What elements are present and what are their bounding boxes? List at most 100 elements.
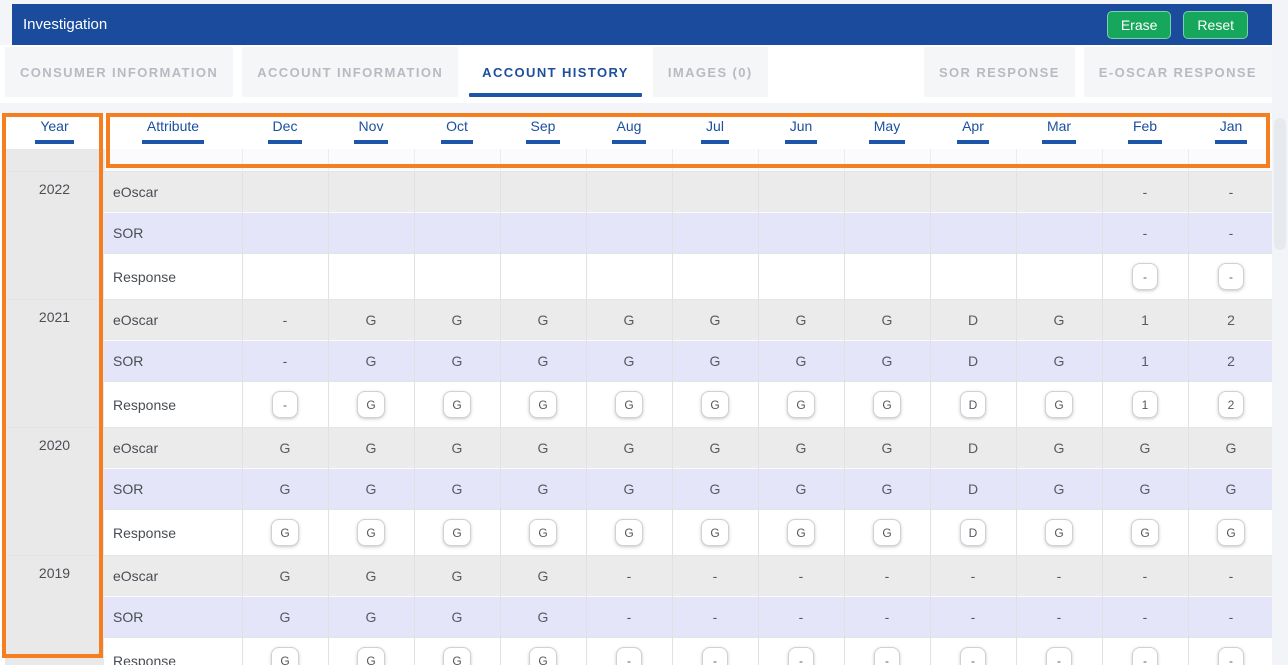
response-button-2021-jan[interactable]: 2 [1218,391,1244,418]
value-cell-2019-eoscar-jun: - [758,555,845,597]
response-button-2020-feb[interactable]: G [1131,519,1159,546]
response-button-2021-aug[interactable]: G [615,391,643,418]
column-header-attribute: Attribute [104,113,242,149]
response-button-2021-nov[interactable]: G [357,391,385,418]
value-cell-2020-eoscar-aug: G [586,427,673,469]
value-cell-2021-sor-oct: G [414,340,501,382]
response-button-2019-jun[interactable]: - [788,647,814,665]
year-cell-2021: 2021 [5,299,104,428]
tab-account-information[interactable]: ACCOUNT INFORMATION [242,47,459,97]
column-header-label-jul[interactable]: Jul [701,118,729,144]
value-cell-2020-sor-sep: G [500,468,587,510]
value-cell-2021-response-sep: G [500,381,587,428]
attribute-label-eoscar: eOscar [104,171,243,213]
header-spacer-cell [1102,149,1189,172]
response-button-2021-jun[interactable]: G [787,391,815,418]
value-cell-2022-eoscar-apr [930,171,1017,213]
column-header-label-apr[interactable]: Apr [957,118,989,144]
value-cell-2022-sor-sep [500,212,587,254]
response-button-2019-feb[interactable]: - [1132,647,1158,665]
table-row-2019-response: Response G G G G - - - - - - - - [5,637,1275,665]
response-button-2020-jul[interactable]: G [701,519,729,546]
response-button-2019-jul[interactable]: - [702,647,728,665]
response-button-2019-dec[interactable]: G [271,647,299,665]
response-button-2020-may[interactable]: G [873,519,901,546]
value-cell-2022-sor-mar [1016,212,1103,254]
scrollbar-thumb[interactable] [1274,118,1286,250]
response-button-2021-dec[interactable]: - [272,391,298,418]
value-cell-2021-response-jul: G [672,381,759,428]
response-button-2019-may[interactable]: - [874,647,900,665]
value-cell-2020-eoscar-mar: G [1016,427,1103,469]
response-button-2020-aug[interactable]: G [615,519,643,546]
column-header-label-feb[interactable]: Feb [1127,118,1163,144]
value-cell-2019-sor-nov: G [328,596,415,638]
header-spacer-cell [930,149,1017,172]
value-cell-2019-response-may: - [844,637,931,665]
response-button-2020-jun[interactable]: G [787,519,815,546]
column-header-label-jun[interactable]: Jun [784,118,818,144]
response-button-2020-nov[interactable]: G [357,519,385,546]
response-button-2019-jan[interactable]: - [1218,647,1244,665]
tab-consumer-information[interactable]: CONSUMER INFORMATION [5,47,234,97]
column-header-label-nov[interactable]: Nov [353,118,389,144]
response-button-2020-sep[interactable]: G [529,519,557,546]
response-button-2019-nov[interactable]: G [357,647,385,665]
response-button-2019-apr[interactable]: - [960,647,986,665]
value-cell-2019-sor-dec: G [242,596,329,638]
response-button-2021-apr[interactable]: D [959,391,987,418]
response-button-2020-jan[interactable]: G [1217,519,1245,546]
response-button-2019-sep[interactable]: G [529,647,557,665]
tab-account-history[interactable]: ACCOUNT HISTORY [467,47,644,97]
value-cell-2022-sor-jan: - [1188,212,1275,254]
column-header-label-jan[interactable]: Jan [1214,118,1248,144]
column-header-label-mar[interactable]: Mar [1041,118,1077,144]
tab-images-0[interactable]: IMAGES (0) [652,47,768,97]
response-button-2019-mar[interactable]: - [1046,647,1072,665]
year-header-label[interactable]: Year [35,118,74,144]
table-row-2019-eoscar: 2019 eOscar G G G G - - - - - - - - [5,555,1275,665]
column-header-label-sep[interactable]: Sep [525,118,561,144]
table-row-2019-sor: SOR G G G G - - - - - - - - [5,596,1275,638]
response-button-2021-oct[interactable]: G [443,391,471,418]
attribute-label-eoscar: eOscar [104,299,243,341]
value-cell-2021-response-oct: G [414,381,501,428]
table-row-2022-eoscar: 2022 eOscar - - [5,171,1275,300]
erase-button[interactable]: Erase [1106,10,1172,39]
response-button-2021-jul[interactable]: G [701,391,729,418]
response-button-2021-mar[interactable]: G [1045,391,1073,418]
column-header-label-dec[interactable]: Dec [267,118,303,144]
response-button-2022-feb[interactable]: - [1132,263,1158,290]
response-button-2020-dec[interactable]: G [271,519,299,546]
value-cell-2021-sor-jun: G [758,340,845,382]
column-header-label-may[interactable]: May [868,118,906,144]
column-header-dec: Dec [242,113,328,149]
value-cell-2020-response-oct: G [414,509,501,556]
response-button-2021-sep[interactable]: G [529,391,557,418]
value-cell-2021-response-apr: D [930,381,1017,428]
response-button-2020-apr[interactable]: D [959,519,987,546]
tab-sor-response[interactable]: SOR RESPONSE [923,47,1075,97]
response-button-2021-may[interactable]: G [873,391,901,418]
value-cell-2022-eoscar-jun [758,171,845,213]
reset-button[interactable]: Reset [1183,10,1248,39]
value-cell-2020-sor-dec: G [242,468,329,510]
response-button-2019-aug[interactable]: - [616,647,642,665]
value-cell-2022-response-jul [672,253,759,300]
tab-e-oscar-response[interactable]: E-OSCAR RESPONSE [1083,47,1272,97]
value-cell-2021-eoscar-feb: 1 [1102,299,1189,341]
header-spacer-cell [1016,149,1103,172]
table-row-2021-response: Response - G G G G G G G D G 1 2 [5,381,1275,428]
response-button-2022-jan[interactable]: - [1218,263,1244,290]
value-cell-2019-eoscar-aug: - [586,555,673,597]
response-button-2020-mar[interactable]: G [1045,519,1073,546]
column-header-label-oct[interactable]: Oct [441,118,473,144]
header-spacer-cell [672,149,759,172]
column-header-label-aug[interactable]: Aug [611,118,647,144]
response-button-2020-oct[interactable]: G [443,519,471,546]
vertical-scrollbar[interactable] [1272,0,1288,665]
response-button-2019-oct[interactable]: G [443,647,471,665]
response-button-2021-feb[interactable]: 1 [1132,391,1158,418]
value-cell-2022-response-may [844,253,931,300]
column-header-label-attribute[interactable]: Attribute [141,118,205,144]
